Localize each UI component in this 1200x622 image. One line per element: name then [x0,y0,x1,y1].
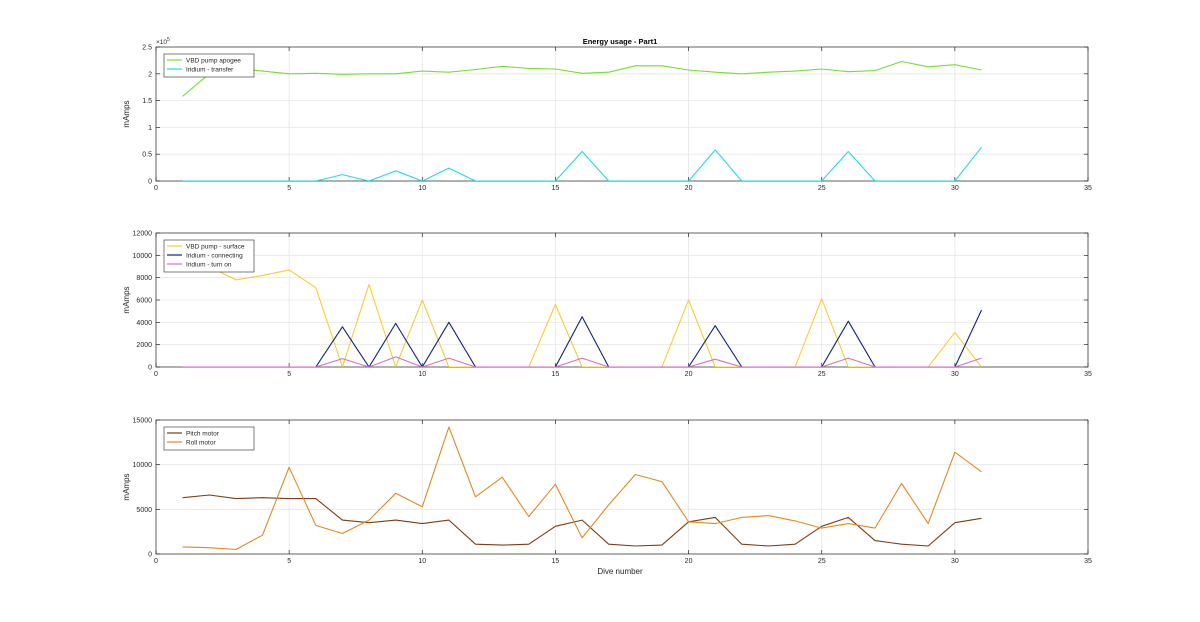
y-tick-label: 4000 [136,320,152,327]
x-tick-label: 20 [685,185,693,192]
x-tick-label: 20 [685,371,693,378]
y-tick-label: 2 [148,71,152,78]
y-tick-label: 8000 [136,275,152,282]
series-line-iridium-transfer [182,146,982,181]
legend: VBD pump - surface Iridium - connecting Ir… [163,239,255,273]
x-tick-label: 35 [1084,185,1092,192]
legend-box [163,239,255,273]
subplot-2: 0 5 10 15 20 25 30 35 0 2000 4000 6000 8000 10000 1200… [122,231,1092,379]
y-axis-label: mAmps [122,473,131,500]
y-axis-label: mAmps [122,100,131,127]
legend-entry: Iridium - transfer [186,66,234,73]
x-tick-label: 30 [951,558,959,565]
legend-entry: VBD pump - surface [186,243,245,250]
legend-box [163,426,255,451]
legend-entry: VBD pump apogee [186,57,241,64]
x-tick-label: 25 [818,371,826,378]
legend: Pitch motor Roll motor [163,426,255,451]
subplot-1: 0 5 10 15 20 25 30 35 0 0.5 1 1.5 2 2.5 ×105 mAmps VBD p… [122,37,1092,192]
y-tick-label: 0 [148,179,152,186]
x-tick-label: 10 [418,558,426,565]
x-tick-label: 35 [1084,371,1092,378]
y-tick-label: 0 [148,365,152,372]
x-tick-label: 25 [818,185,826,192]
x-tick-label: 20 [685,558,693,565]
series-line-vbd-pump-surface [182,254,982,367]
y-tick-label: 15000 [133,418,153,425]
x-tick-label: 30 [951,185,959,192]
x-tick-label: 15 [552,558,560,565]
x-tick-label: 10 [418,185,426,192]
x-tick-label: 15 [552,371,560,378]
y-tick-label: 0 [148,552,152,559]
x-tick-label: 0 [154,371,158,378]
subplot-3: 0 5 10 15 20 25 30 35 0 5000 10000 15000 mAmps Pitch … [122,418,1092,566]
x-axis-label: Dive number [597,567,643,576]
x-tick-label: 30 [951,371,959,378]
series-line-roll-motor [182,426,982,551]
y-tick-label: 0.5 [142,152,152,159]
x-tick-label: 25 [818,558,826,565]
x-tick-label: 5 [287,371,291,378]
x-tick-label: 35 [1084,558,1092,565]
legend-box [163,53,255,78]
legend-entry: Iridium - connecting [186,252,243,259]
series-line-iridium-turn-on [182,356,982,367]
y-tick-label: 12000 [133,231,153,238]
axes-frame [155,419,1089,555]
y-axis-label: mAmps [122,286,131,313]
y-tick-label: 1.5 [142,98,152,105]
y-tick-label: 10000 [133,253,153,260]
subplot-panels: 0 5 10 15 20 25 30 35 0 0.5 1 1.5 2 2.5 ×105 mAmps VBD p… [122,37,1092,565]
y-exponent-label: ×105 [156,37,170,46]
x-tick-label: 5 [287,558,291,565]
x-tick-label: 5 [287,185,291,192]
legend-entry: Iridium - turn on [186,261,232,268]
y-tick-label: 6000 [136,298,152,305]
x-tick-label: 10 [418,371,426,378]
y-exponent-power: 5 [167,37,170,43]
figure-title: Energy usage - Part1 [583,37,658,46]
series-line-iridium-connecting [182,309,982,367]
y-tick-label: 10000 [133,462,153,469]
y-tick-label: 2.5 [142,45,152,52]
series-line-pitch-motor [182,494,982,547]
y-tick-label: 2000 [136,342,152,349]
series-line-vbd-pump-apogee [182,60,982,97]
x-tick-label: 15 [552,185,560,192]
legend: VBD pump apogee Iridium - transfer [163,53,255,78]
legend-entry: Pitch motor [186,430,220,437]
x-tick-label: 0 [154,185,158,192]
x-tick-label: 0 [154,558,158,565]
y-tick-label: 1 [148,125,152,132]
y-tick-label: 5000 [136,507,152,514]
legend-entry: Roll motor [186,439,216,446]
